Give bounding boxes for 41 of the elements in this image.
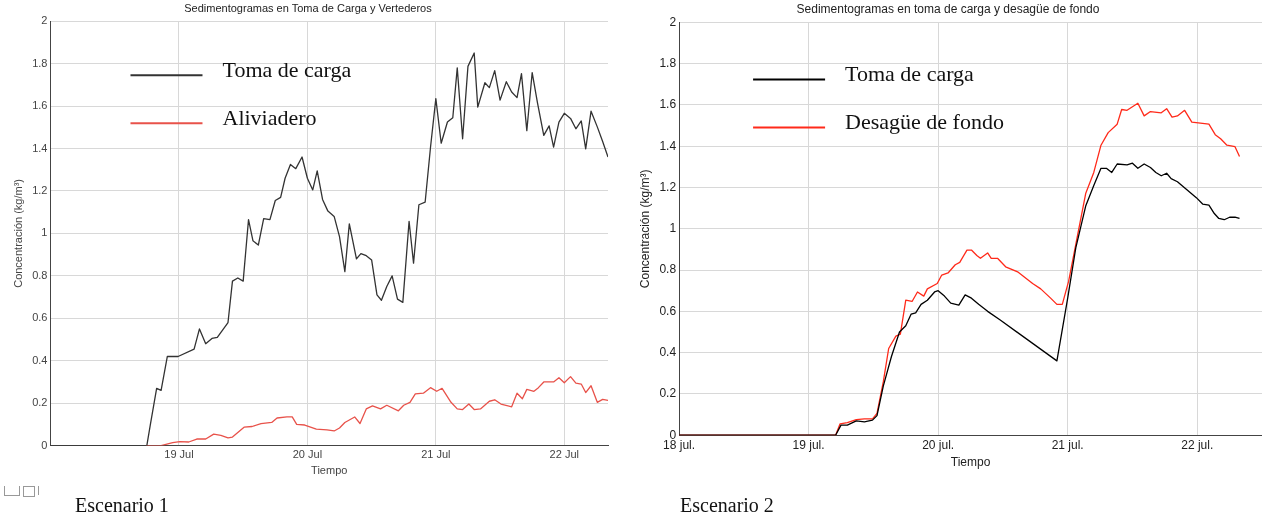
x-tick-label: 19 Jul: [164, 448, 194, 461]
x-axis-title: Tiempo: [950, 455, 991, 470]
y-tick-label: 0.4: [659, 344, 677, 359]
y-tick-label: 1.8: [659, 55, 677, 70]
y-tick-label: 0.8: [659, 262, 677, 277]
y-tick-label: 1.2: [32, 183, 48, 196]
y-tick-label: 1.2: [659, 179, 677, 194]
x-tick-label: 22 Jul: [549, 448, 579, 461]
y-tick-label: 1.4: [659, 138, 677, 153]
y-tick-label: 0.6: [659, 303, 677, 318]
y-tick-label: 1.6: [32, 99, 48, 112]
x-tick-label: 22 jul.: [1181, 437, 1214, 452]
x-tick-label: 21 jul.: [1051, 437, 1084, 452]
x-tick-label: 20 jul.: [922, 437, 955, 452]
legend-label: Toma de carga: [845, 61, 975, 87]
chart-title: Sedimentogramas en toma de carga y desagüe de fondo: [796, 1, 1100, 16]
y-tick-label: 2: [669, 14, 677, 29]
y-tick-label: 1.8: [32, 56, 48, 69]
y-tick-label: 0.2: [32, 396, 48, 409]
x-tick-label: 20 Jul: [292, 448, 323, 461]
y-tick-label: 0: [41, 438, 48, 451]
x-tick-label: 21 Jul: [421, 448, 451, 461]
y-tick-label: 1.6: [659, 97, 677, 112]
legend-label: Toma de carga: [222, 56, 352, 82]
text: Escenario 2: [680, 494, 774, 517]
chart-title: Sedimentogramas en Toma de Carga y Vertederos: [184, 1, 433, 14]
y-tick-label: 0.2: [659, 386, 677, 401]
legend-label: Desagüe de fondo: [845, 109, 1004, 135]
y-tick-label: 0.6: [32, 311, 48, 324]
x-tick-label: 19 jul.: [792, 437, 825, 452]
y-tick-label: 1: [669, 221, 677, 236]
y-tick-label: 2: [41, 14, 48, 27]
x-axis-title: Tiempo: [311, 464, 348, 477]
y-tick-label: 1.4: [32, 141, 48, 154]
y-tick-label: 1: [41, 226, 48, 239]
y-axis-title: Concentración (kg/m³): [637, 169, 652, 289]
y-axis-title: Concentración (kg/m³): [11, 178, 24, 288]
text: Escenario 1: [75, 494, 169, 517]
y-tick-label: 0.8: [32, 268, 48, 281]
legend-label: Aliviadero: [222, 104, 317, 130]
y-tick-label: 0.4: [32, 353, 48, 366]
